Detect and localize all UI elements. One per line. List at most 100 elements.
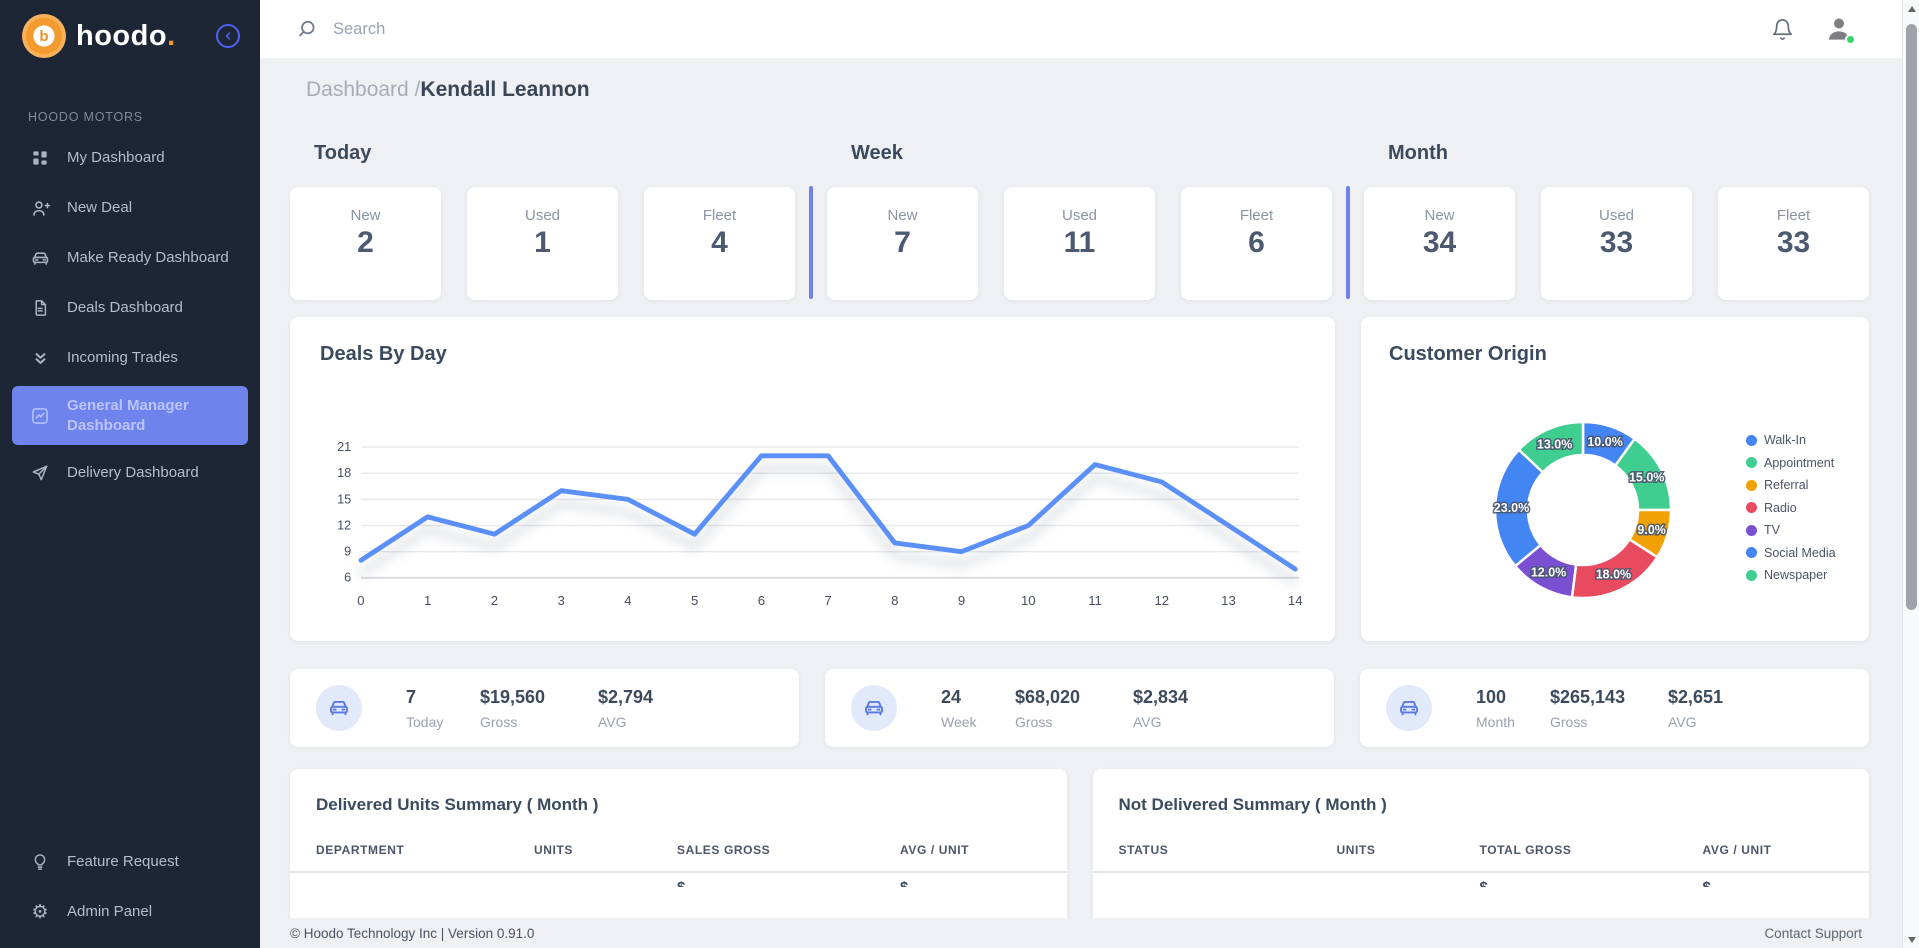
slice-percent-label: 9.0%: [1637, 523, 1666, 537]
bell-icon: [1773, 18, 1792, 40]
table-row: $ $: [290, 873, 1067, 887]
person-icon: [1829, 18, 1849, 40]
legend-item-walk-in[interactable]: Walk-In: [1746, 433, 1836, 447]
legend-dot: [1746, 524, 1757, 536]
page-footer: © Hoodo Technology Inc | Version 0.91.0 …: [260, 918, 1902, 948]
x-tick-label: 1: [424, 593, 431, 608]
customer-origin-donut: 10.0% 15.0% 9.0% 18.0% 12.0% 23.0% 13.0%: [1492, 420, 1673, 600]
chart-panel-icon: [28, 404, 52, 428]
legend-item-newspaper[interactable]: Newspaper: [1746, 568, 1836, 582]
org-label: HOODO MOTORS: [28, 110, 143, 124]
slice-percent-label: 15.0%: [1629, 471, 1664, 485]
donut-legend: Walk-In Appointment Referral Radio TV Social …: [1746, 433, 1836, 591]
slice-percent-label: 10.0%: [1587, 435, 1622, 449]
notifications-button[interactable]: [1771, 18, 1794, 41]
contact-support-link[interactable]: Contact Support: [1764, 925, 1862, 941]
breadcrumb-section[interactable]: Dashboard /: [306, 78, 421, 101]
column-header: TOTAL GROSS: [1479, 843, 1572, 857]
sidebar-item-admin-panel[interactable]: ⚙ Admin Panel: [12, 890, 248, 934]
column-header: UNITS: [534, 843, 573, 857]
column-header: UNITS: [1336, 843, 1376, 857]
legend-dot: [1746, 457, 1757, 468]
breadcrumb-current: Kendall Leannon: [420, 78, 590, 101]
column-header: STATUS: [1118, 843, 1169, 857]
legend-label: Referral: [1764, 478, 1809, 492]
group-title-today: Today: [314, 142, 372, 164]
stat-card-week-fleet: Fleet 6: [1181, 187, 1332, 300]
y-tick-label: 21: [337, 440, 351, 454]
legend-label: Appointment: [1764, 455, 1835, 470]
legend-dot: [1746, 547, 1757, 558]
legend-item-radio[interactable]: Radio: [1746, 501, 1836, 515]
send-icon: [28, 461, 52, 485]
app-logo[interactable]: b hoodo.: [22, 14, 176, 58]
sidebar-item-my-dashboard[interactable]: My Dashboard: [12, 136, 248, 180]
delivered-units-table: Delivered Units Summary ( Month ) DEPART…: [290, 769, 1067, 939]
scroll-up-arrow[interactable]: [1903, 0, 1919, 17]
sidebar-collapse-button[interactable]: [216, 24, 240, 48]
x-tick-label: 8: [891, 593, 898, 608]
slice-percent-label: 12.0%: [1531, 566, 1566, 580]
search-bar[interactable]: [296, 19, 1771, 40]
group-title-month: Month: [1388, 142, 1448, 164]
sidebar-item-delivery-dashboard[interactable]: Delivery Dashboard: [12, 451, 248, 495]
sidebar-item-incoming-trades[interactable]: Incoming Trades: [12, 336, 248, 380]
summary-row: 7 Today $19,560 Gross $2,794 AVG 24 Week $68…: [290, 669, 1869, 747]
logo-text: hoodo.: [76, 19, 176, 52]
x-tick-label: 13: [1221, 593, 1236, 608]
deals-by-day-title: Deals By Day: [320, 343, 447, 365]
vertical-scrollbar[interactable]: [1902, 0, 1919, 948]
car-icon: [316, 685, 362, 731]
breadcrumb: Dashboard /Kendall Leannon: [306, 78, 1869, 102]
double-chevron-down-icon: [28, 346, 52, 370]
y-tick-label: 9: [344, 545, 351, 559]
column-header: AVG / UNIT: [900, 843, 970, 857]
sidebar-item-new-deal[interactable]: New Deal: [12, 186, 248, 230]
x-tick-label: 7: [824, 593, 831, 608]
column-header: AVG / UNIT: [1702, 843, 1772, 857]
x-tick-label: 0: [357, 593, 364, 608]
legend-dot: [1746, 569, 1757, 581]
gear-icon: ⚙: [31, 900, 49, 923]
sidebar-item-deals-dashboard[interactable]: Deals Dashboard: [12, 286, 248, 330]
document-icon: [28, 296, 52, 320]
x-tick-label: 9: [958, 593, 965, 608]
search-input[interactable]: [333, 19, 753, 39]
legend-item-social-media[interactable]: Social Media: [1746, 546, 1836, 560]
table-title: Not Delivered Summary ( Month ): [1118, 795, 1387, 814]
sidebar-item-general-manager-dashboard[interactable]: General Manager Dashboard: [12, 386, 248, 445]
table-header-row: STATUS UNITS TOTAL GROSS AVG / UNIT: [1092, 843, 1869, 873]
logo-icon: b: [22, 14, 66, 58]
legend-item-referral[interactable]: Referral: [1746, 478, 1836, 492]
car-icon: [28, 246, 52, 270]
stat-card-month-new: New 34: [1364, 187, 1515, 300]
x-tick-label: 10: [1021, 593, 1036, 608]
legend-item-tv[interactable]: TV: [1746, 523, 1836, 537]
scrollbar-thumb[interactable]: [1906, 24, 1917, 610]
stat-card-today-used: Used 1: [467, 187, 618, 300]
donut-slice-newspaper[interactable]: [1517, 420, 1585, 475]
legend-item-appointment[interactable]: Appointment: [1746, 456, 1836, 470]
sidebar-item-make-ready-dashboard[interactable]: Make Ready Dashboard: [12, 236, 248, 280]
table-title: Delivered Units Summary ( Month ): [316, 795, 599, 814]
dashboard-grid-icon: [28, 146, 52, 170]
stat-card-week-used: Used 11: [1004, 187, 1155, 300]
chevron-left-icon: [225, 32, 231, 40]
car-icon: [1386, 685, 1432, 731]
logo-letter: b: [39, 27, 49, 45]
stat-group-week: Week New 7 Used 11 Fleet 6: [827, 142, 1332, 300]
legend-label: Newspaper: [1764, 568, 1828, 582]
x-tick-label: 3: [558, 593, 565, 608]
y-tick-label: 15: [337, 492, 351, 506]
summary-card-week: 24 Week $68,020 Gross $2,834 AVG: [825, 669, 1334, 747]
sidebar-item-feature-request[interactable]: Feature Request: [12, 840, 248, 884]
group-divider: [809, 186, 813, 299]
x-tick-label: 5: [691, 593, 698, 608]
lightbulb-icon: [28, 850, 52, 874]
x-tick-label: 12: [1154, 593, 1169, 608]
user-avatar[interactable]: [1824, 14, 1856, 45]
column-header: DEPARTMENT: [316, 843, 405, 857]
sidebar-nav: My Dashboard New Deal Make Ready Dashboa…: [0, 136, 260, 495]
scroll-down-arrow[interactable]: [1903, 931, 1919, 948]
sidebar-footer: Feature Request ⚙ Admin Panel: [0, 840, 260, 934]
